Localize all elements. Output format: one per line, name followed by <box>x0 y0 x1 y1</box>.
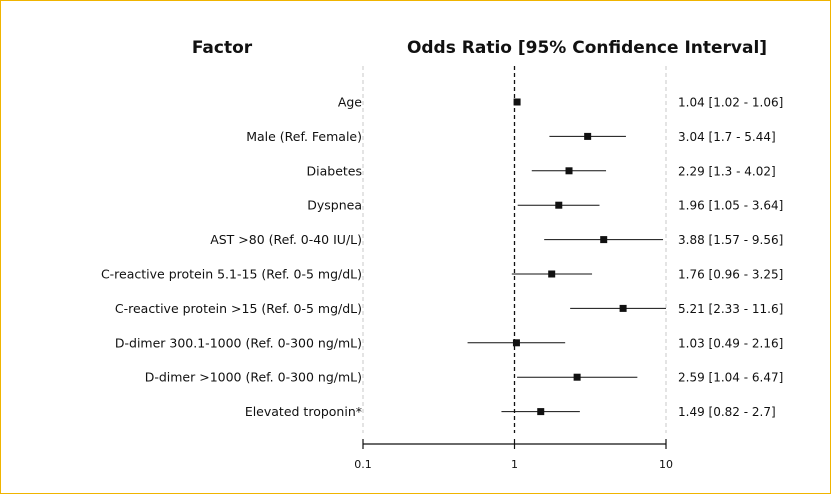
or-point <box>619 304 627 312</box>
row-value: 2.29 [1.3 - 4.02] <box>678 164 776 178</box>
row-label: C-reactive protein >15 (Ref. 0-5 mg/dL) <box>115 301 362 316</box>
gridlines <box>362 66 667 433</box>
row-label: Age <box>338 95 362 110</box>
or-point <box>513 98 521 106</box>
rows-group: Age 1.04 [1.02 - 1.06] Male (Ref. Female) 3… <box>101 95 783 420</box>
or-point <box>548 270 556 278</box>
or-point <box>512 339 520 347</box>
row-label: Diabetes <box>307 163 363 178</box>
forest-row: Elevated troponin* 1.49 [0.82 - 2.7] <box>245 404 776 419</box>
row-value: 1.76 [0.96 - 3.25] <box>678 268 783 282</box>
forest-row: Diabetes 2.29 [1.3 - 4.02] <box>307 163 776 178</box>
x-tick-label: 10 <box>659 458 673 471</box>
x-tick-label: 0.1 <box>354 458 372 471</box>
x-tick-label: 1 <box>511 458 518 471</box>
row-value: 3.88 [1.57 - 9.56] <box>678 233 783 247</box>
forest-row: C-reactive protein >15 (Ref. 0-5 mg/dL) 5… <box>115 301 783 316</box>
row-value: 1.96 [1.05 - 3.64] <box>678 199 783 213</box>
row-value: 1.04 [1.02 - 1.06] <box>678 96 783 110</box>
or-point <box>600 236 608 244</box>
forest-row: Male (Ref. Female) 3.04 [1.7 - 5.44] <box>246 129 775 144</box>
forest-row: D-dimer 300.1-1000 (Ref. 0-300 ng/mL) 1.0… <box>115 335 783 350</box>
row-value: 1.03 [0.49 - 2.16] <box>678 336 783 350</box>
row-label: C-reactive protein 5.1-15 (Ref. 0-5 mg/d… <box>101 267 362 282</box>
row-value: 5.21 [2.33 - 11.6] <box>678 302 783 316</box>
forest-row: AST >80 (Ref. 0-40 IU/L) 3.88 [1.57 - 9.5… <box>210 232 783 247</box>
row-label: Male (Ref. Female) <box>246 129 362 144</box>
forest-row: Dyspnea 1.96 [1.05 - 3.64] <box>307 198 783 213</box>
row-value: 3.04 [1.7 - 5.44] <box>678 130 776 144</box>
row-label: Dyspnea <box>307 198 362 213</box>
factor-header: Factor <box>192 38 253 58</box>
row-label: D-dimer >1000 (Ref. 0-300 ng/mL) <box>145 370 362 385</box>
forest-row: D-dimer >1000 (Ref. 0-300 ng/mL) 2.59 [1.… <box>145 370 784 385</box>
row-label: D-dimer 300.1-1000 (Ref. 0-300 ng/mL) <box>115 335 362 350</box>
forest-row: Age 1.04 [1.02 - 1.06] <box>338 95 783 110</box>
row-label: AST >80 (Ref. 0-40 IU/L) <box>210 232 362 247</box>
x-axis: 0.1 1 10 <box>354 439 673 471</box>
row-label: Elevated troponin* <box>245 404 362 419</box>
or-point <box>565 167 573 175</box>
or-point <box>555 201 563 209</box>
or-point <box>537 408 545 416</box>
forest-row: C-reactive protein 5.1-15 (Ref. 0-5 mg/d… <box>101 267 783 282</box>
estimate-header: Odds Ratio [95% Confidence Interval] <box>407 38 767 58</box>
row-value: 2.59 [1.04 - 6.47] <box>678 371 783 385</box>
row-value: 1.49 [0.82 - 2.7] <box>678 405 776 419</box>
or-point <box>584 132 592 140</box>
or-point <box>573 373 581 381</box>
